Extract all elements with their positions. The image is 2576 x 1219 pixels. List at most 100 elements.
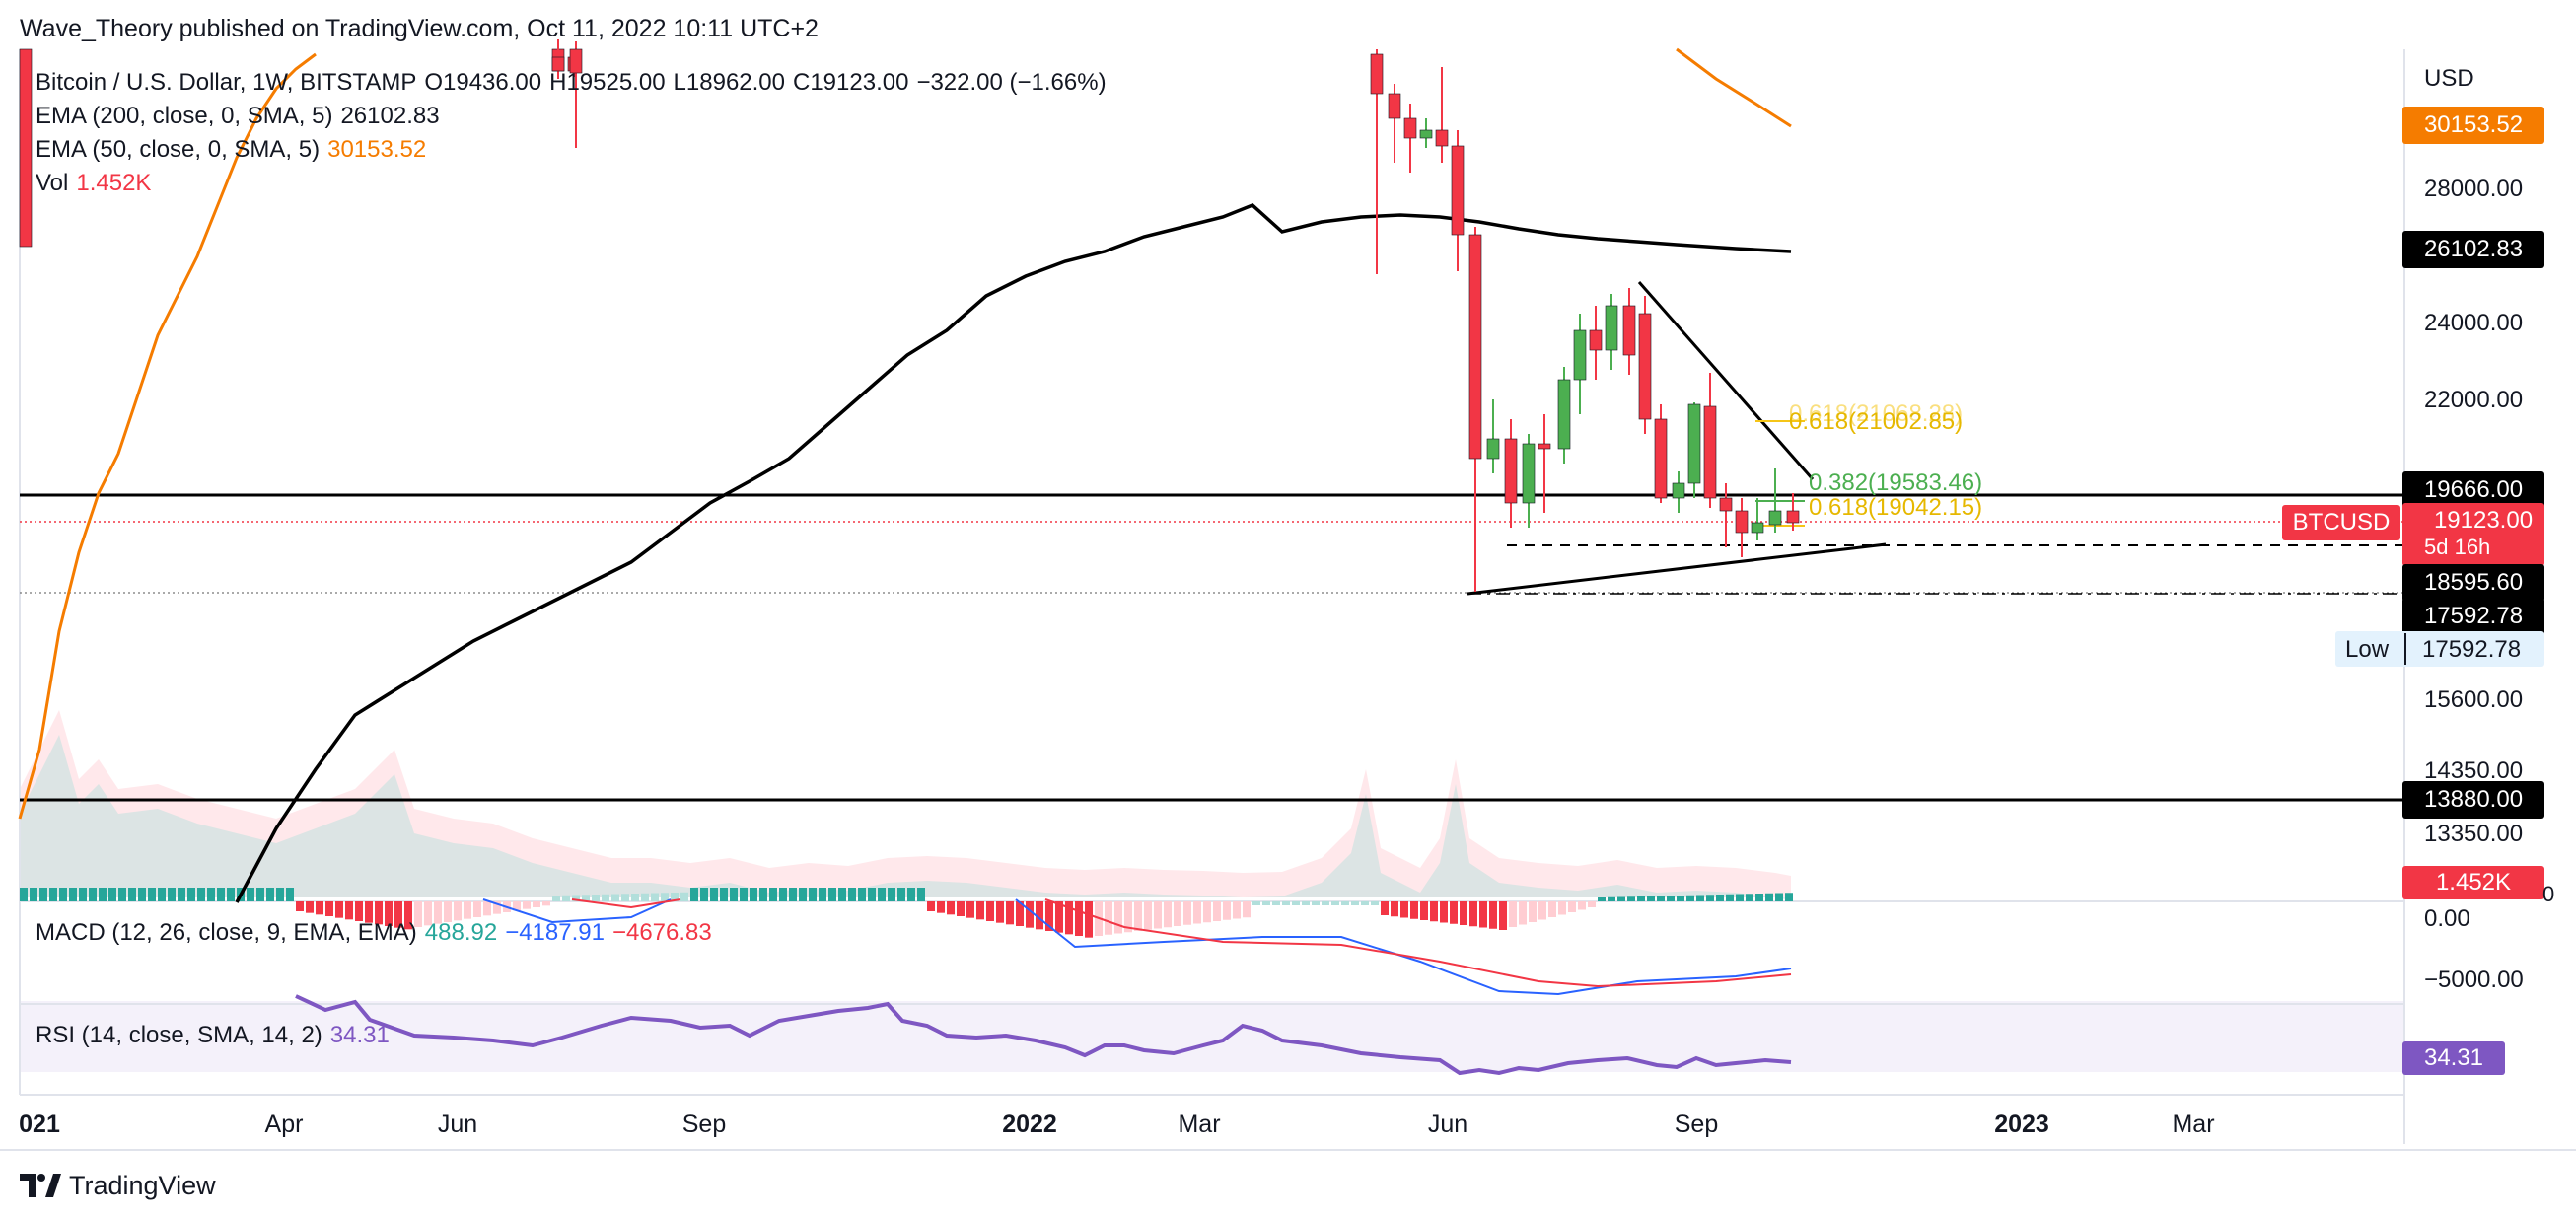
ohlc-low: L18962.00 [673, 69, 785, 96]
rsi-value: 34.31 [329, 1022, 390, 1048]
macd-histogram-bar [1016, 901, 1024, 926]
macd-histogram-bar [1272, 901, 1280, 905]
macd-histogram-bar [759, 888, 767, 901]
macd-histogram-bar [444, 901, 452, 922]
macd-histogram-bar [1322, 901, 1329, 905]
macd-histogram-bar [49, 888, 57, 901]
candle-body [1388, 93, 1401, 119]
macd-histogram-bar [533, 901, 540, 907]
macd-histogram-bar [1026, 901, 1034, 928]
ema200-legend[interactable]: EMA (200, close, 0, SMA, 5) 26102.83 [36, 103, 448, 130]
fib-618-lower-label: 0.618(19042.15) [1809, 494, 1983, 521]
macd-histogram-bar [325, 901, 333, 916]
macd-histogram-bar [1627, 896, 1635, 901]
macd-histogram-bar [20, 888, 28, 901]
low-label-title: Low [2345, 636, 2390, 663]
price-tick-24000: 24000.00 [2424, 310, 2524, 336]
macd-histogram-bar [1282, 901, 1290, 905]
ema200-value: 26102.83 [340, 103, 440, 129]
ema50-curve [18, 52, 317, 820]
candle-body [1557, 379, 1571, 450]
macd-histogram-bar [256, 888, 264, 901]
time-tick-jun: Jun [437, 1111, 478, 1138]
macd-histogram-bar [917, 888, 925, 901]
fib-382-label: 0.382(19583.46) [1809, 469, 1983, 496]
macd-histogram-bar [750, 888, 757, 901]
ohlc-open: O19436.00 [424, 69, 542, 96]
macd-histogram-bar [1785, 893, 1793, 901]
macd-histogram-bar [473, 901, 481, 917]
macd-histogram-bar [631, 894, 639, 901]
macd-histogram-bar [89, 888, 97, 901]
candle-body [1468, 234, 1482, 460]
macd-histogram-bar [178, 888, 185, 901]
macd-histogram-bar [769, 888, 777, 901]
macd-legend[interactable]: MACD (12, 26, close, 9, EMA, EMA) 488.92−… [36, 919, 720, 947]
volume-legend[interactable]: Vol 1.452K [36, 170, 159, 197]
macd-histogram-bar [1134, 901, 1142, 931]
ema200-label: EMA (200, close, 0, SMA, 5) [36, 103, 333, 129]
signal-line [571, 898, 681, 909]
macd-histogram-bar [690, 888, 698, 901]
symbol-legend[interactable]: Bitcoin / U.S. Dollar, 1W, BITSTAMP O1943… [36, 69, 1114, 97]
macd-histogram-bar [976, 901, 984, 920]
macd-histogram-bar [1637, 896, 1645, 901]
macd-histogram-bar [493, 901, 501, 914]
triangle-upper-trendline [1637, 281, 1815, 480]
macd-histogram-bar [927, 901, 935, 911]
macd-histogram-bar [907, 888, 915, 901]
vol-value: 1.452K [76, 170, 152, 196]
time-tick-mar: Mar [1178, 1111, 1221, 1138]
ema50-label: EMA (50, close, 0, SMA, 5) [36, 136, 321, 163]
macd-histogram-bar [1154, 901, 1162, 929]
macd-histogram-bar [394, 901, 402, 928]
macd-histogram-bar [1548, 901, 1556, 917]
macd-histogram-bar [197, 888, 205, 901]
macd-histogram-bar [1775, 893, 1783, 901]
ohlc-close: C19123.00 [793, 69, 909, 96]
macd-histogram-bar [187, 888, 195, 901]
candle-body [1451, 145, 1465, 236]
price-tick-13350: 13350.00 [2424, 821, 2524, 847]
macd-histogram-bar [858, 888, 866, 901]
macd-histogram-bar [1469, 901, 1477, 927]
volume-axis-label: 1.452K [2402, 866, 2544, 899]
macd-histogram-bar [375, 901, 383, 925]
macd-histogram-bar [937, 901, 945, 913]
macd-histogram-bar [148, 888, 156, 901]
tradingview-logo[interactable]: TradingView [20, 1170, 216, 1201]
price-tick-22000: 22000.00 [2424, 387, 2524, 413]
candle-body [1719, 497, 1733, 512]
volume-histogram [20, 710, 1791, 900]
ema200-price-label: 26102.83 [2402, 231, 2544, 268]
macd-histogram-bar [1114, 901, 1122, 934]
time-tick-2023: 2023 [1994, 1111, 2049, 1138]
support-price-label: 13880.00 [2402, 781, 2544, 819]
macd-histogram-bar [1065, 901, 1073, 935]
rsi-legend[interactable]: RSI (14, close, SMA, 14, 2) 34.31 [36, 1022, 397, 1049]
macd-histogram-bar [1331, 901, 1339, 905]
macd-histogram-bar [138, 888, 146, 901]
macd-histogram-bar [1233, 901, 1241, 919]
time-tick-mar-2: Mar [2172, 1111, 2215, 1138]
candle-body [1403, 117, 1417, 139]
macd-histogram-bar [1558, 901, 1566, 915]
candle-body [569, 48, 583, 74]
macd-histogram-bar [1538, 901, 1546, 920]
macd-histogram-bar [385, 901, 393, 926]
macd-histogram-bar [1243, 901, 1251, 918]
time-tick-sep-2: Sep [1674, 1111, 1719, 1138]
macd-histogram-bar [878, 888, 886, 901]
macd-histogram-bar [1509, 901, 1517, 927]
ema50-legend[interactable]: EMA (50, close, 0, SMA, 5) 30153.52 [36, 136, 434, 164]
macd-histogram-bar [1302, 901, 1310, 905]
macd-histogram-bar [1410, 901, 1418, 919]
candle-body [551, 56, 565, 72]
macd-histogram-bar [1608, 896, 1615, 901]
macd-histogram-bar [1400, 901, 1408, 918]
macd-histogram-bar [483, 901, 491, 916]
macd-histogram-bar [602, 894, 609, 901]
volume-area-up [20, 735, 1791, 900]
rsi-line [295, 994, 1792, 1076]
